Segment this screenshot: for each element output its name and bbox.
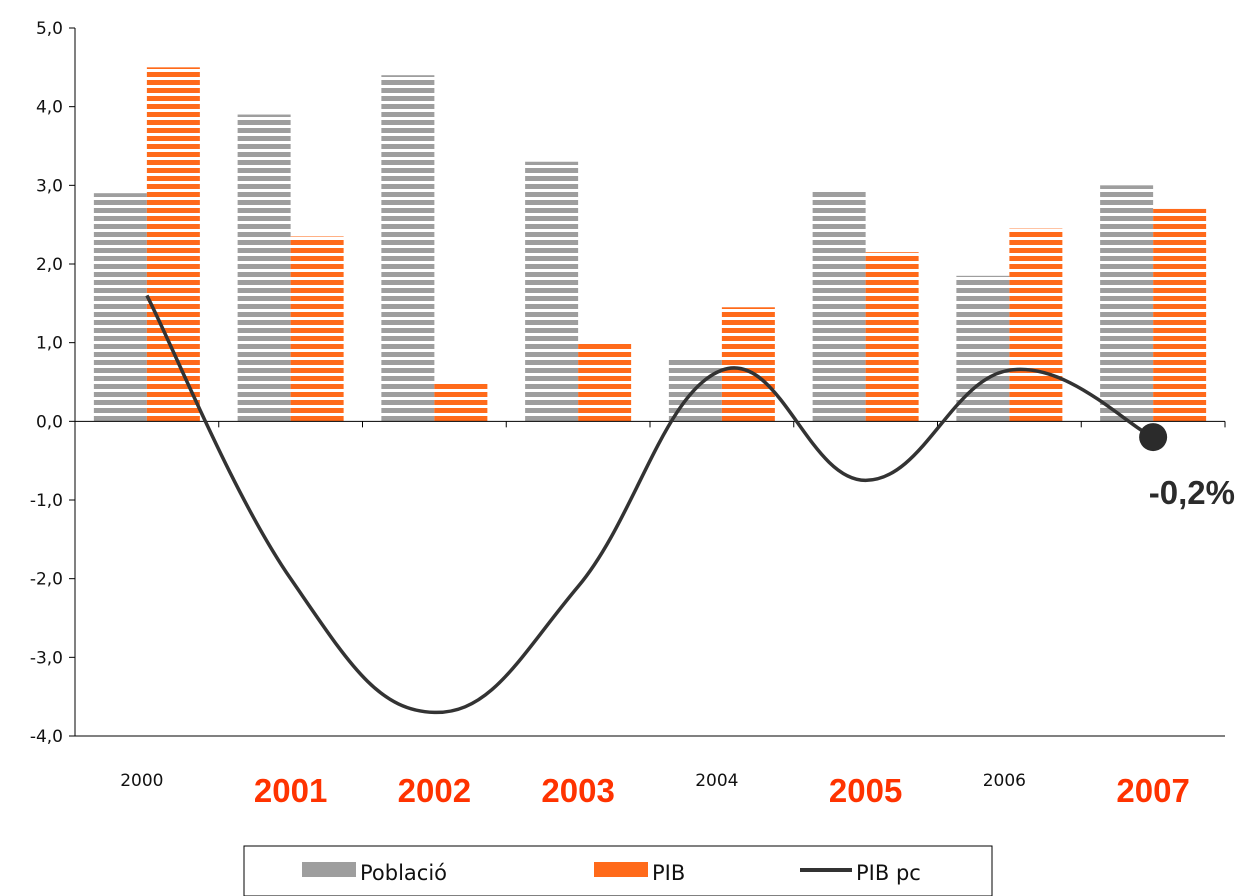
legend-swatch-pib: [594, 862, 648, 877]
bar-pib-2001: [290, 236, 344, 422]
legend-label-pib-pc: PIB pc: [856, 861, 921, 885]
legend-box: [243, 845, 993, 896]
legend-swatch-poblacio: [302, 862, 356, 877]
line-pib-pc-end-marker: [1139, 423, 1168, 452]
legend-label-poblacio: Població: [360, 861, 447, 885]
bar-poblacio-2007: [1100, 185, 1154, 422]
line-layer: -0,2%: [145, 294, 1235, 715]
x-category-label-2004: 2004: [695, 771, 738, 791]
y-tick-label: 3,0: [36, 176, 63, 196]
bar-poblacio-2001: [237, 114, 291, 422]
bar-pib-2000: [146, 67, 200, 422]
x-category-label-2002: 2002: [398, 772, 471, 809]
x-category-label-2001: 2001: [254, 772, 327, 809]
y-tick-label: 4,0: [36, 98, 63, 118]
y-tick-label: -1,0: [30, 491, 63, 511]
y-tick-label: 1,0: [36, 334, 63, 354]
legend-label-pib: PIB: [652, 861, 685, 885]
y-tick-label: -2,0: [30, 570, 63, 590]
x-category-label-2000: 2000: [120, 771, 163, 791]
y-ticks: -4,0 -3,0 -2,0 -1,0 0,0 1,0 2,0 3,0 4,0 5,0: [30, 19, 75, 747]
y-tick-label: -3,0: [30, 648, 63, 668]
bar-pib-2007: [1153, 208, 1207, 422]
y-tick-label: -4,0: [30, 727, 63, 747]
line-pib-pc: [145, 294, 1154, 715]
annotation-label: -0,2%: [1149, 474, 1235, 511]
y-tick-label: 0,0: [36, 412, 63, 432]
x-category-label-2006: 2006: [983, 771, 1026, 791]
bar-pib-2006: [1009, 228, 1063, 422]
legend: Població PIB PIB pc: [243, 845, 993, 896]
category-labels: 2000 2001 2002 2003 2004 2005 2006 2007: [120, 771, 1190, 809]
x-category-label-2003: 2003: [541, 772, 614, 809]
y-tick-label: 2,0: [36, 255, 63, 275]
bar-poblacio-2000: [93, 193, 147, 422]
x-ticks: [218, 421, 1226, 428]
bar-pib-2005: [865, 252, 919, 422]
bar-poblacio-2002: [381, 75, 435, 422]
bar-pib-2002: [434, 382, 488, 422]
bars-layer: [93, 67, 1207, 422]
x-category-label-2007: 2007: [1116, 772, 1189, 809]
bar-pib-2003: [578, 342, 632, 422]
bar-pib-2004: [721, 307, 775, 422]
bar-poblacio-2003: [525, 161, 579, 422]
y-tick-label: 5,0: [36, 19, 63, 39]
x-category-label-2005: 2005: [829, 772, 902, 809]
bar-poblacio-2005: [812, 189, 866, 422]
